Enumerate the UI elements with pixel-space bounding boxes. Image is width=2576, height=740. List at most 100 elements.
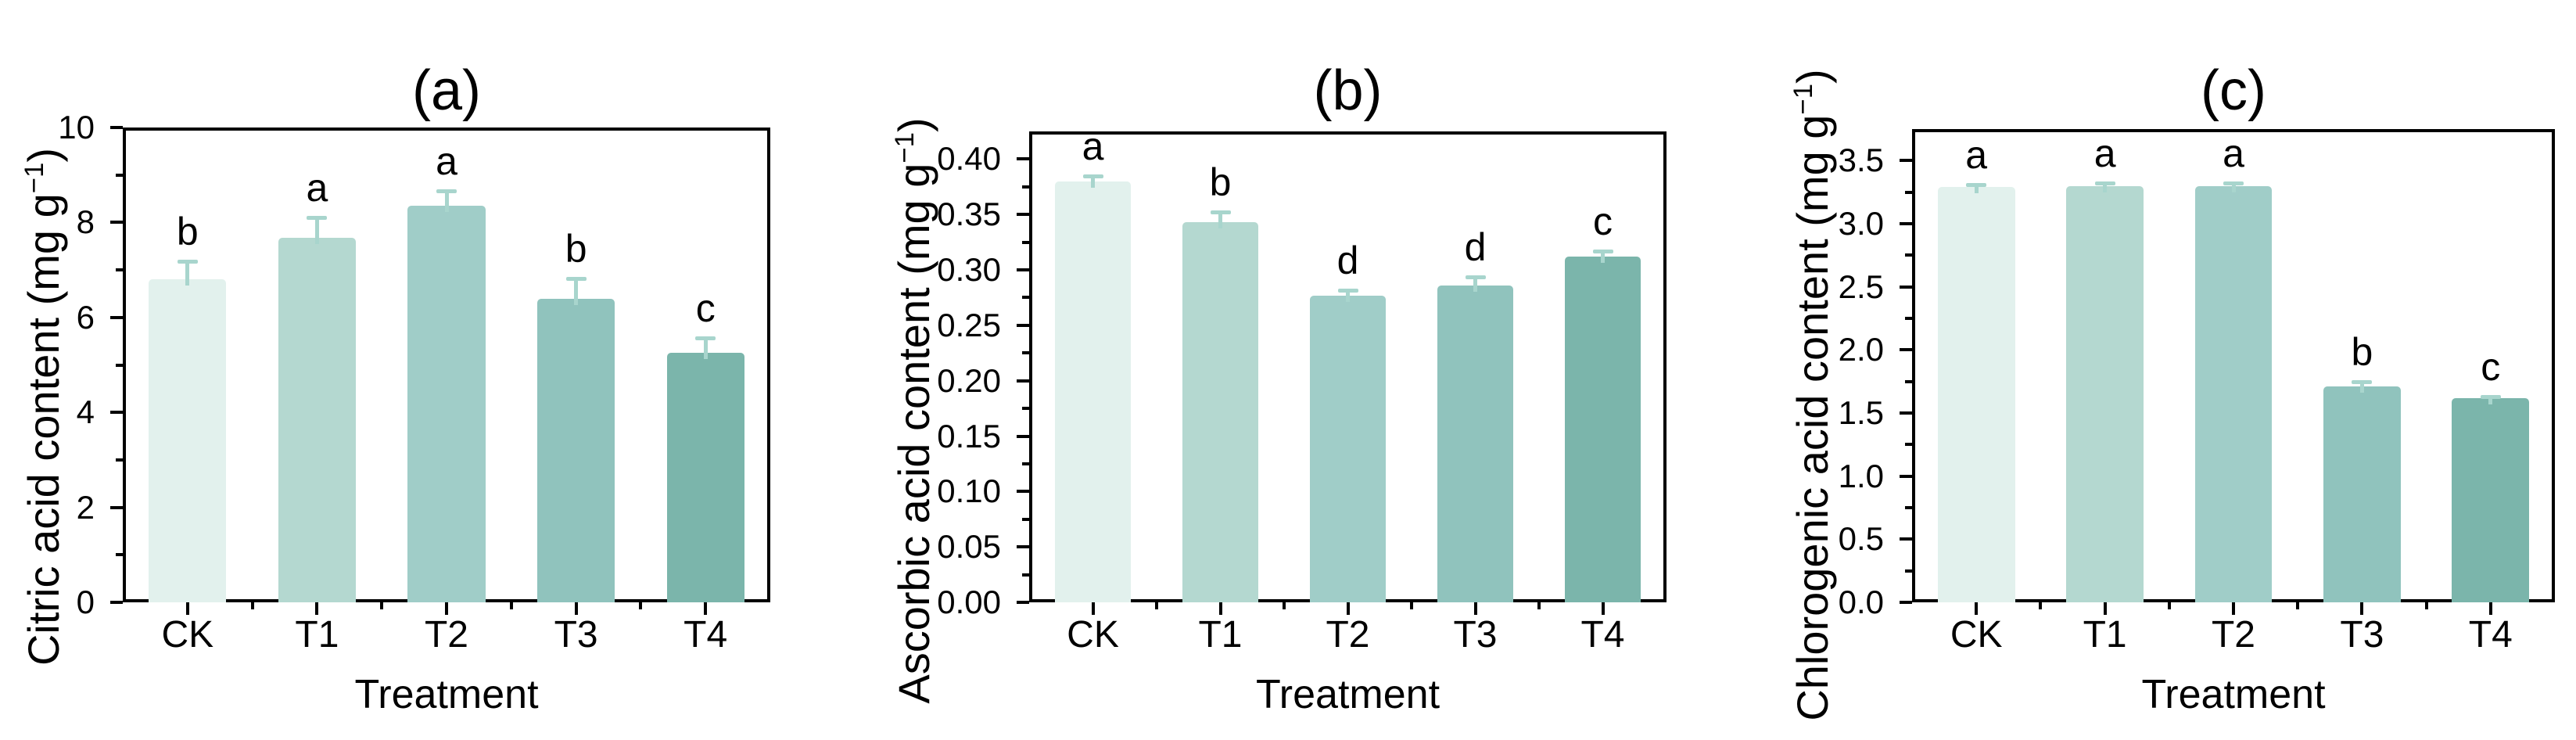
significance-letter: a <box>1965 132 1988 177</box>
x-tick-label: T4 <box>683 614 728 656</box>
y-tick-label: 0.20 <box>937 361 1001 399</box>
x-major-tick <box>2360 602 2364 615</box>
y-tick-label: 0.00 <box>937 584 1001 620</box>
x-major-tick <box>1473 602 1477 615</box>
y-major-tick <box>1900 348 1912 352</box>
y-tick-label: 2.0 <box>1838 331 1884 368</box>
error-bar-cap <box>2480 395 2501 400</box>
error-bar-stem <box>703 337 708 360</box>
x-minor-tick <box>509 602 513 609</box>
significance-letter: a <box>2093 131 2116 176</box>
error-bar-cap <box>436 189 457 193</box>
bar-T2 <box>1309 295 1387 602</box>
y-minor-tick <box>1022 240 1029 244</box>
y-major-tick <box>1017 601 1029 604</box>
bar-T3 <box>2323 386 2401 602</box>
y-tick-label: 4 <box>76 393 95 431</box>
x-major-tick <box>315 602 319 615</box>
significance-letter: c <box>2481 345 2501 390</box>
x-tick-label: T1 <box>295 614 339 656</box>
error-bar-stem <box>2103 183 2108 192</box>
bar-T3 <box>536 298 615 602</box>
bar-T2 <box>407 206 486 602</box>
error-bar-cap <box>1966 182 1987 187</box>
bar-T2 <box>2194 185 2273 602</box>
significance-letter: a <box>436 138 457 183</box>
x-tick-label: T3 <box>554 614 598 656</box>
x-tick-label: T4 <box>2468 614 2513 656</box>
error-bar-stem <box>1974 184 1979 194</box>
y-minor-tick <box>1905 569 1912 573</box>
bar-T4 <box>666 353 744 602</box>
y-major-tick <box>1017 379 1029 383</box>
x-minor-tick <box>639 602 643 609</box>
error-bar-stem <box>1346 289 1350 302</box>
y-tick-label: 2 <box>76 488 95 526</box>
error-bar-cap <box>1592 249 1613 253</box>
y-major-tick <box>1017 157 1029 161</box>
y-major-tick <box>1900 601 1912 604</box>
x-major-tick <box>1091 602 1095 615</box>
y-tick-label: 0.25 <box>937 306 1001 343</box>
y-minor-tick <box>1022 185 1029 189</box>
y-minor-tick <box>1022 407 1029 411</box>
y-minor-tick <box>116 363 123 367</box>
error-bar-stem <box>444 190 449 213</box>
x-major-tick <box>2488 602 2492 615</box>
x-major-tick <box>1346 602 1350 615</box>
y-major-tick <box>1017 213 1029 217</box>
y-major-tick <box>1017 268 1029 272</box>
y-tick-label: 0.40 <box>937 140 1001 178</box>
error-bar-stem <box>2231 183 2236 192</box>
error-bar-stem <box>2359 381 2364 393</box>
error-bar-stem <box>1601 250 1605 264</box>
significance-letter: d <box>1464 225 1487 269</box>
x-tick-label: T1 <box>1198 614 1243 656</box>
y-minor-tick <box>1905 253 1912 257</box>
y-tick-label: 2.5 <box>1838 268 1884 305</box>
significance-letter: c <box>695 286 716 330</box>
significance-letter: d <box>1336 238 1359 282</box>
y-major-tick <box>1900 474 1912 478</box>
x-major-tick <box>1975 602 1979 615</box>
x-minor-tick <box>1537 602 1541 609</box>
error-bar-cap <box>307 216 328 221</box>
x-minor-tick <box>1155 602 1158 609</box>
error-bar-cap <box>1082 174 1103 178</box>
y-major-tick <box>110 411 123 415</box>
y-tick-label: 0.5 <box>1838 520 1884 558</box>
x-tick-label: T3 <box>1453 614 1498 656</box>
y-tick-label: 0 <box>76 584 95 620</box>
y-major-tick <box>110 126 123 129</box>
panel-title: (c) <box>2201 59 2266 122</box>
y-major-tick <box>1017 545 1029 549</box>
y-minor-tick <box>1022 573 1029 577</box>
y-major-tick <box>110 315 123 319</box>
y-minor-tick <box>116 553 123 557</box>
x-axis-title: Treatment <box>2141 672 2326 717</box>
x-minor-tick <box>2296 602 2300 609</box>
error-bar-stem <box>1091 175 1095 188</box>
error-bar-stem <box>1473 276 1477 292</box>
bar-T1 <box>2066 185 2144 602</box>
y-minor-tick <box>116 458 123 462</box>
x-minor-tick <box>2167 602 2171 609</box>
bar-T3 <box>1437 285 1514 602</box>
y-major-tick <box>110 505 123 509</box>
significance-letter: b <box>2351 329 2373 374</box>
significance-letter: b <box>1209 160 1232 205</box>
bar-CK <box>1937 187 2015 602</box>
panel-title: (a) <box>412 59 481 122</box>
significance-letter: b <box>176 210 199 254</box>
y-major-tick <box>1017 490 1029 494</box>
error-bar-cap <box>177 260 198 264</box>
y-major-tick <box>110 601 123 604</box>
significance-letter: a <box>2223 131 2244 176</box>
bar-CK <box>149 279 227 602</box>
error-bar-cap <box>565 277 587 282</box>
significance-letter: b <box>565 227 587 271</box>
error-bar-stem <box>1218 212 1222 229</box>
y-minor-tick <box>1022 351 1029 355</box>
y-tick-label: 0.0 <box>1838 584 1884 620</box>
